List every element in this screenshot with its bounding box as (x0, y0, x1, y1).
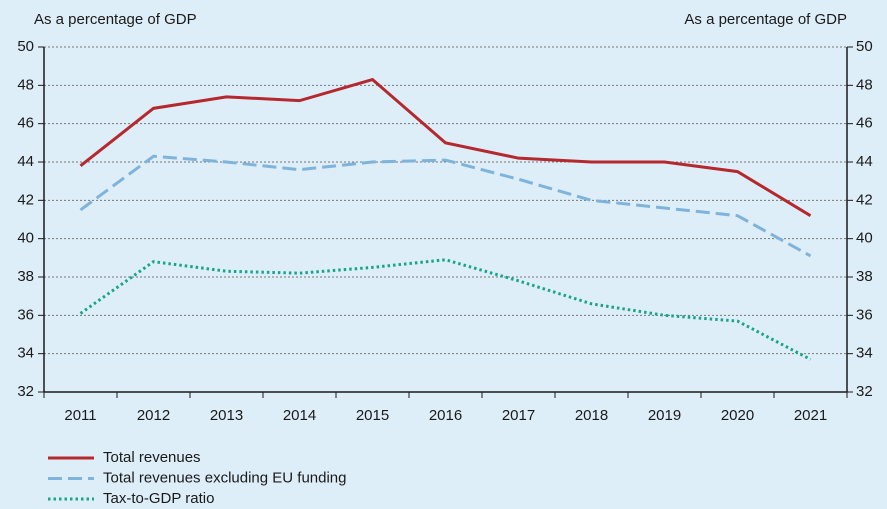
y-tick-label: 46 (17, 115, 34, 132)
x-tick-label: 2021 (794, 407, 827, 424)
y2-tick-label: 50 (856, 38, 873, 55)
y-tick-label: 34 (17, 345, 34, 362)
x-tick-label: 2018 (575, 407, 608, 424)
x-tick-label: 2011 (64, 407, 96, 424)
x-tick-label: 2019 (648, 407, 681, 424)
x-tick-label: 2012 (137, 407, 170, 424)
y2-tick-label: 38 (856, 268, 873, 285)
x-tick-label: 2016 (429, 407, 462, 424)
y2-tick-label: 34 (856, 345, 873, 362)
y-tick-label: 38 (17, 268, 34, 285)
x-tick-label: 2020 (721, 407, 754, 424)
y2-tick-label: 46 (856, 115, 873, 132)
y-tick-label: 50 (17, 38, 34, 55)
legend-label: Total revenues (103, 449, 201, 466)
y2-axis-label: As a percentage of GDP (684, 11, 847, 28)
x-tick-label: 2013 (210, 407, 243, 424)
y-tick-label: 48 (17, 76, 34, 93)
y2-tick-label: 42 (856, 191, 873, 208)
legend-label: Total revenues excluding EU funding (103, 469, 347, 486)
y2-tick-label: 36 (856, 306, 873, 323)
x-tick-label: 2014 (283, 407, 316, 424)
x-tick-label: 2015 (356, 407, 389, 424)
y-tick-label: 42 (17, 191, 34, 208)
series-line (79, 258, 812, 361)
y-tick-label: 40 (17, 230, 34, 247)
y2-tick-label: 32 (856, 383, 873, 400)
y-tick-label: 32 (17, 383, 34, 400)
y2-tick-label: 48 (856, 76, 873, 93)
x-tick-label: 2017 (502, 407, 535, 424)
y2-tick-label: 44 (856, 153, 873, 170)
y-tick-label: 36 (17, 306, 34, 323)
legend-label: Tax-to-GDP ratio (103, 490, 214, 507)
series-line (79, 77, 812, 217)
y-tick-label: 44 (17, 153, 34, 170)
series-line (79, 154, 812, 258)
y-axis-label: As a percentage of GDP (34, 11, 197, 28)
y2-tick-label: 40 (856, 230, 873, 247)
